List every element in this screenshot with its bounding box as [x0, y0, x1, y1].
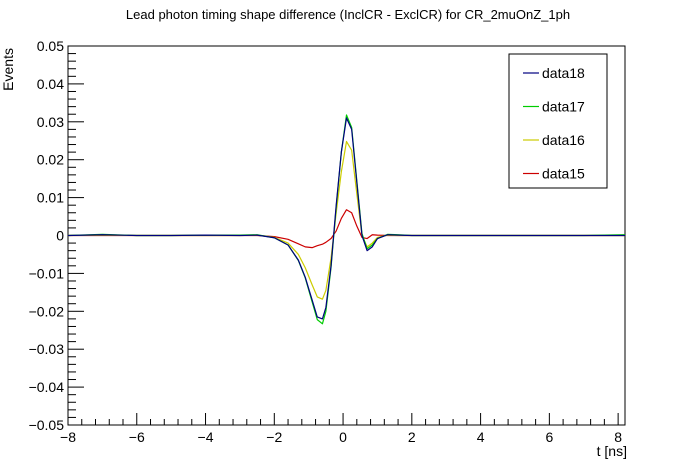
y-axis-label: Events	[0, 48, 16, 91]
y-tick-label: −0.02	[29, 303, 65, 319]
x-axis-label: t [ns]	[597, 443, 627, 459]
x-tick-label: 0	[339, 429, 347, 445]
x-tick-label: −2	[266, 429, 282, 445]
x-tick-label: 4	[477, 429, 485, 445]
legend-label-data16: data16	[542, 132, 585, 148]
x-tick-label: −6	[129, 429, 145, 445]
y-tick-label: −0.05	[29, 417, 65, 433]
chart-title: Lead photon timing shape difference (Inc…	[126, 7, 570, 22]
legend-box	[508, 53, 608, 189]
legend-label-data17: data17	[542, 99, 585, 115]
y-tick-label: 0	[56, 228, 64, 244]
legend-label-data18: data18	[542, 65, 585, 81]
y-tick-label: 0.01	[37, 190, 64, 206]
y-tick-label: −0.01	[29, 265, 65, 281]
x-tick-label: 8	[614, 429, 622, 445]
y-tick-label: 0.04	[37, 76, 64, 92]
axis-ticks: −8 −6 −4 −2 0 2 4 6 8 −0.05 −0.04 −0.03 −0.02 −0.01 0 0…	[29, 38, 623, 445]
x-tick-label: 6	[545, 429, 553, 445]
y-tick-label: 0.05	[37, 38, 64, 54]
series-line-data18	[67, 117, 625, 320]
legend: data18 data17 data16 data15	[508, 53, 608, 189]
y-tick-label: 0.03	[37, 114, 64, 130]
y-tick-label: −0.04	[29, 379, 65, 395]
x-tick-label: 2	[408, 429, 416, 445]
series-line-data15	[68, 209, 625, 249]
y-tick-label: −0.03	[29, 341, 65, 357]
x-tick-label: −8	[60, 429, 76, 445]
legend-label-data15: data15	[542, 166, 585, 182]
y-tick-label: 0.02	[37, 152, 64, 168]
x-tick-label: −4	[198, 429, 214, 445]
series-layer	[67, 114, 626, 325]
